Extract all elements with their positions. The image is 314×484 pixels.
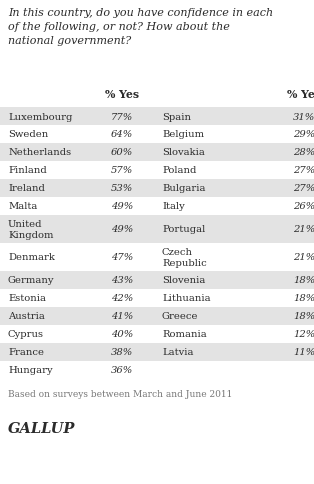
Text: Italy: Italy (162, 202, 185, 211)
Text: Romania: Romania (162, 330, 207, 339)
Text: Czech
Republic: Czech Republic (162, 247, 207, 268)
Text: 53%: 53% (111, 184, 133, 193)
Text: GALLUP: GALLUP (8, 421, 75, 435)
Bar (0, 144, 314, 162)
Text: 43%: 43% (111, 276, 133, 285)
Text: Belgium: Belgium (162, 130, 204, 139)
Text: Bulgaria: Bulgaria (162, 184, 205, 193)
Bar (0, 272, 314, 289)
Text: 18%: 18% (293, 276, 314, 285)
Text: United
Kingdom: United Kingdom (8, 220, 53, 240)
Text: Sweden: Sweden (8, 130, 48, 139)
Text: Poland: Poland (162, 166, 196, 175)
Text: France: France (8, 348, 44, 357)
Text: Netherlands: Netherlands (8, 148, 71, 157)
Text: 41%: 41% (111, 312, 133, 321)
Bar (0, 108, 314, 126)
Text: 21%: 21% (293, 225, 314, 234)
Text: Portugal: Portugal (162, 225, 205, 234)
Text: 57%: 57% (111, 166, 133, 175)
Text: Greece: Greece (162, 312, 198, 321)
Bar (0, 307, 314, 325)
Text: 49%: 49% (111, 202, 133, 211)
Text: Luxembourg: Luxembourg (8, 112, 72, 121)
Text: 47%: 47% (111, 253, 133, 262)
Text: Spain: Spain (162, 112, 191, 121)
Text: 38%: 38% (111, 348, 133, 357)
Text: 64%: 64% (111, 130, 133, 139)
Text: Based on surveys between March and June 2011: Based on surveys between March and June … (8, 389, 232, 398)
Text: 36%: 36% (111, 366, 133, 375)
Text: Latvia: Latvia (162, 348, 193, 357)
Text: 28%: 28% (293, 148, 314, 157)
Text: 11%: 11% (293, 348, 314, 357)
Text: Cyprus: Cyprus (8, 330, 44, 339)
Text: Malta: Malta (8, 202, 37, 211)
Text: % Yes: % Yes (287, 89, 314, 100)
Text: 27%: 27% (293, 166, 314, 175)
Text: 49%: 49% (111, 225, 133, 234)
Text: Estonia: Estonia (8, 294, 46, 303)
Text: 18%: 18% (293, 294, 314, 303)
Text: Ireland: Ireland (8, 184, 45, 193)
Text: 12%: 12% (293, 330, 314, 339)
Text: Slovakia: Slovakia (162, 148, 205, 157)
Text: 29%: 29% (293, 130, 314, 139)
Bar (0, 180, 314, 197)
Text: Slovenia: Slovenia (162, 276, 205, 285)
Text: % Yes: % Yes (105, 89, 139, 100)
Text: 60%: 60% (111, 148, 133, 157)
Text: In this country, do you have confidence in each
of the following, or not? How ab: In this country, do you have confidence … (8, 8, 273, 46)
Text: Finland: Finland (8, 166, 47, 175)
Text: 18%: 18% (293, 312, 314, 321)
Text: Hungary: Hungary (8, 366, 53, 375)
Text: 40%: 40% (111, 330, 133, 339)
Text: Lithuania: Lithuania (162, 294, 211, 303)
Bar (0, 215, 314, 243)
Text: 77%: 77% (111, 112, 133, 121)
Text: Austria: Austria (8, 312, 45, 321)
Text: 27%: 27% (293, 184, 314, 193)
Text: Germany: Germany (8, 276, 55, 285)
Text: 21%: 21% (293, 253, 314, 262)
Text: Denmark: Denmark (8, 253, 55, 262)
Text: 31%: 31% (293, 112, 314, 121)
Bar (0, 343, 314, 361)
Text: 26%: 26% (293, 202, 314, 211)
Text: 42%: 42% (111, 294, 133, 303)
